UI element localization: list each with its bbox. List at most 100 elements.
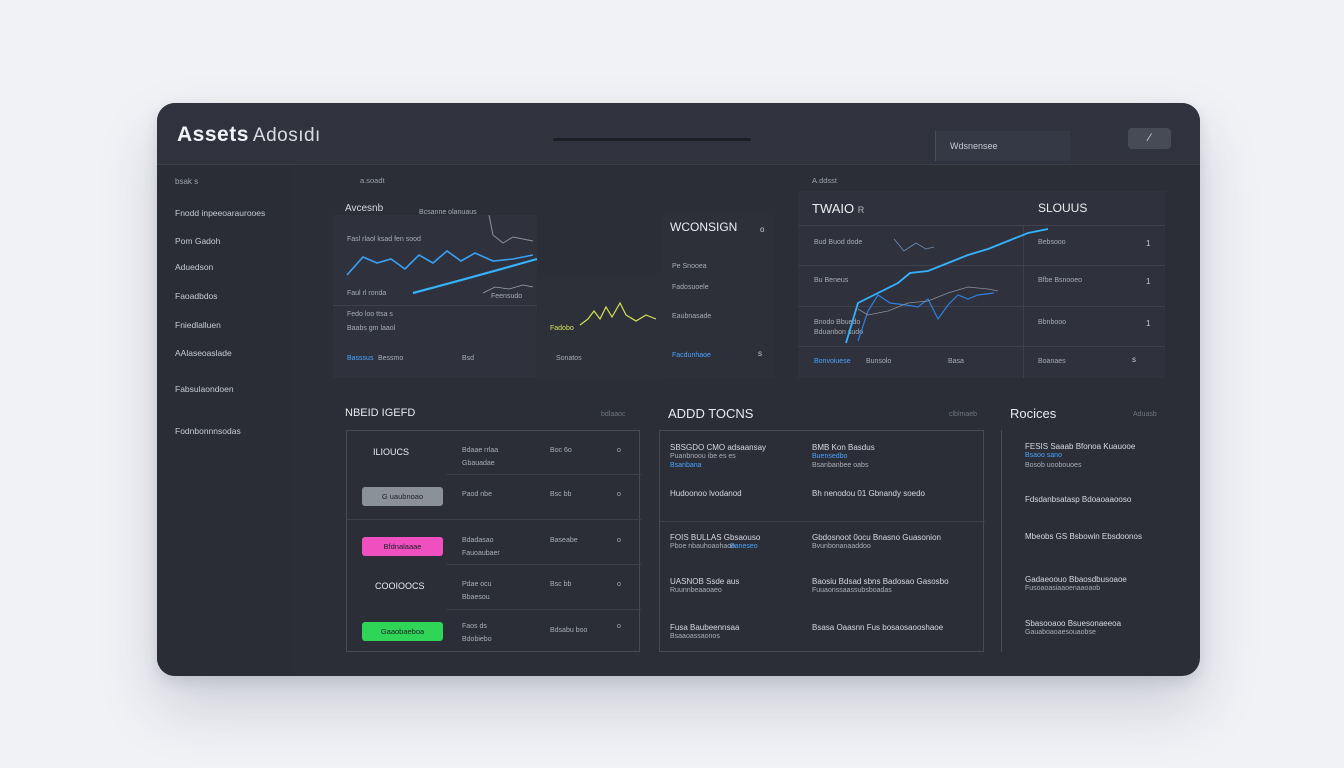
row-action-icon[interactable]: o [617, 623, 621, 630]
chart-title: Avcesnb [345, 203, 384, 214]
list-item-sub: Fusoaoasiaaoenaaoaob [1025, 585, 1101, 592]
top-drag-handle[interactable] [553, 138, 751, 141]
panel-marker: o [760, 225, 765, 234]
table-cell: Bsc bb [550, 581, 572, 588]
sidebar-item[interactable]: Faoadbdos [175, 291, 218, 301]
list-item-title[interactable]: FESIS Saaab Bfonoa Kuauooe [1025, 442, 1136, 451]
axis-label: Bsd [462, 355, 475, 362]
token-title[interactable]: Hudoonoo lvodanod [670, 489, 742, 498]
side-tick: s [1132, 355, 1136, 364]
token-title[interactable]: Bsasa Oaasnn Fus bosaosaooshaoe [812, 623, 944, 632]
side-row: Boanaes [1038, 358, 1066, 365]
sidebar-item[interactable]: Fodnbonnnsodas [175, 426, 241, 436]
token-sub: Pboe nbauhoaohaoo [670, 543, 736, 550]
divider [1001, 430, 1002, 652]
side-row: Bfbe Bsnooeo [1038, 277, 1082, 284]
list-item-title[interactable]: Gadaeoouo Bbaosdbusoaoe [1025, 575, 1127, 584]
token-title[interactable]: Bh nenodou 01 Gbnandy soedo [812, 489, 925, 498]
chart-row-label: Fedo loo ttsa s [347, 311, 393, 318]
app-title-sub: Adosıdı [252, 125, 321, 146]
section-meta: clblmaeb [949, 411, 978, 418]
token-link[interactable]: Bsanbana [670, 462, 702, 469]
overview-label: a.soadt [360, 176, 385, 185]
list-item-link[interactable]: Bsaoo sano [1025, 452, 1062, 459]
status-tag[interactable]: Bfdnalaaae [362, 537, 443, 556]
sidebar-item[interactable]: AAlaseoaslade [175, 348, 232, 358]
token-sub: Fuuaonssaassubsboadas [812, 587, 892, 594]
divider [347, 519, 641, 520]
app-window: Assets Adosıdı Wdsnensee ⁄ bsak s Fnodd i… [157, 103, 1200, 676]
panel-title: TWAIO R [812, 201, 864, 216]
table-cell: Bbaesou [462, 594, 490, 601]
table-cell: Baseabe [550, 537, 578, 544]
app-title: Assets Adosıdı [177, 123, 321, 147]
token-title[interactable]: FOIS BULLAS Gbsaouso [670, 533, 761, 542]
row-action-icon[interactable]: o [617, 581, 621, 588]
table-cell: Paod nbe [462, 491, 492, 498]
series-trend-cyan [412, 257, 538, 295]
divider [447, 609, 641, 610]
table-cell: Faos ds [462, 623, 487, 630]
row-action-icon[interactable]: o [617, 447, 621, 454]
row-action-icon[interactable]: o [617, 537, 621, 544]
token-link[interactable]: Baneseo [730, 543, 758, 550]
chart-row-label: Bnodo Bbuedo [814, 319, 861, 326]
panel-marker: s [758, 349, 762, 358]
list-item-title[interactable]: Sbasooaoo Bsuesonaeeoa [1025, 619, 1122, 628]
table-cell: Bdsabu boo [550, 627, 588, 634]
table-row-label[interactable]: COOIOOCS [375, 581, 425, 591]
token-title[interactable]: SBSGDO CMO adsaansay [670, 443, 767, 452]
token-title[interactable]: Baosiu Bdsad sbns Badosao Gasosbo [812, 577, 949, 586]
token-title[interactable]: UASNOB Ssde aus [670, 577, 740, 586]
row-action-icon[interactable]: o [617, 491, 621, 498]
chart-row-label: Bu Beneus [814, 277, 849, 284]
token-title[interactable]: Gbdosnoot 0ocu Bnasno Guasonion [812, 533, 941, 542]
chart-panel-mini: Fadobo Sonatos [538, 273, 662, 377]
list-item-sub: Gauaboaoaesouaobse [1025, 629, 1096, 636]
panel-title-suffix: R [857, 205, 865, 215]
chart-panel-assets: Avcesnb Bcsanne olanuaus Fasl rlaol ksad… [333, 203, 538, 378]
line-chart-twaio [845, 228, 1049, 344]
axis-label: Bessmo [378, 355, 404, 362]
sidebar-item[interactable]: Pom Gadoh [175, 236, 221, 246]
chart-row-label: Bud Buod dode [814, 239, 863, 246]
divider [1023, 225, 1024, 378]
table-cell: Bdadasao [462, 537, 494, 544]
chart-row-label: Baabs gm laaol [347, 325, 396, 332]
axis-label: Basssus [347, 355, 374, 362]
chart-panel-twaio: TWAIO R SLOUUS Bud Buod dode Bu Beneus B… [798, 191, 1165, 378]
token-title[interactable]: BMB Kon Basdus [812, 443, 875, 452]
table-cell: Pdae ocu [462, 581, 492, 588]
token-sub: Puanbnoou ibe es es [670, 453, 736, 460]
edit-button[interactable]: ⁄ [1128, 128, 1171, 149]
status-tag[interactable]: G uaubnoao [362, 487, 443, 506]
sidebar-item[interactable]: Fniedlalluen [175, 320, 221, 330]
divider [447, 474, 641, 475]
mini-line-chart [579, 301, 657, 326]
sidebar-item[interactable]: Aduedson [175, 262, 214, 272]
side-row: Bbnbooo [1038, 319, 1067, 326]
sidebar-item[interactable]: Fabsulaondoen [175, 384, 234, 394]
series-line-blue [346, 249, 534, 276]
table-cell: Bdobiebo [462, 636, 492, 643]
token-title[interactable]: Fusa Baubeennsaa [670, 623, 740, 632]
panel-title-right: SLOUUS [1038, 201, 1088, 215]
token-sub: Ruunnbeaaoaeo [670, 587, 722, 594]
list-item-title[interactable]: Fdsdanbsatasp Bdoaoaaooso [1025, 495, 1132, 504]
series-line-gray [857, 286, 999, 316]
divider [798, 346, 1165, 347]
search-field[interactable]: Wdsnensee [935, 131, 1070, 161]
divider [447, 564, 641, 565]
list-item-title[interactable]: Mbeobs GS Bsbowin Ebsdoonos [1025, 532, 1142, 541]
divider [333, 305, 537, 306]
token-sub: Bsanbanbee oabs [812, 462, 869, 469]
section-meta: Aduasb [1133, 411, 1157, 418]
series-line-soft [893, 238, 935, 252]
status-tag[interactable]: Gaaobaeboa [362, 622, 443, 641]
axis-label: Basa [948, 358, 964, 365]
side-tick: 1 [1146, 239, 1151, 248]
token-sub: Bsaaoassaonos [670, 633, 720, 640]
token-link[interactable]: Buensedbo [812, 453, 848, 460]
sidebar-item[interactable]: Fnodd inpeeoaraurooes [175, 208, 266, 218]
table-row-label[interactable]: ILIOUCS [373, 447, 410, 457]
